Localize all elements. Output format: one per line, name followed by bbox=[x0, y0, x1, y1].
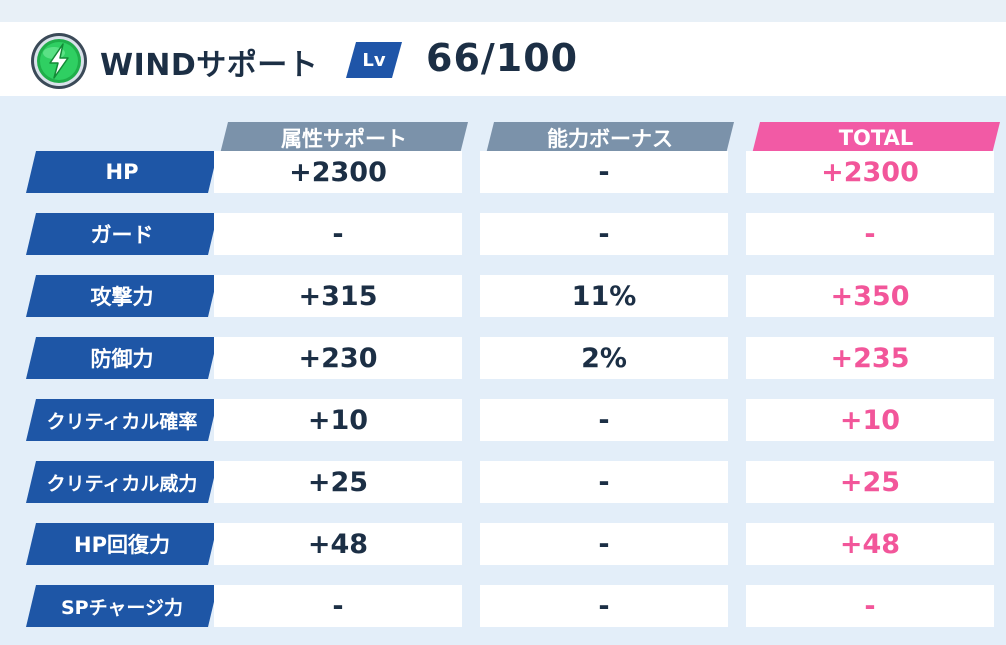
row-label: SPチャージ力 bbox=[26, 585, 218, 627]
table-row-crit-damage: クリティカル威力 +25 - +25 bbox=[0, 461, 1006, 505]
column-header-total: TOTAL bbox=[752, 122, 1000, 154]
row-label: 防御力 bbox=[26, 337, 218, 379]
total-value: +48 bbox=[746, 523, 994, 565]
bonus-value: - bbox=[480, 213, 728, 255]
level-badge: Lv bbox=[346, 42, 402, 78]
total-value: +2300 bbox=[746, 151, 994, 193]
table-row-defense: 防御力 +230 2% +235 bbox=[0, 337, 1006, 381]
attr-value: - bbox=[214, 213, 462, 255]
attr-value: +10 bbox=[214, 399, 462, 441]
wind-element-icon bbox=[30, 32, 88, 90]
bonus-value: 2% bbox=[480, 337, 728, 379]
row-label: ガード bbox=[26, 213, 218, 255]
row-label: 攻撃力 bbox=[26, 275, 218, 317]
table-row-crit-rate: クリティカル確率 +10 - +10 bbox=[0, 399, 1006, 443]
attr-value: - bbox=[214, 585, 462, 627]
table-row-guard: ガード - - - bbox=[0, 213, 1006, 257]
total-value: +10 bbox=[746, 399, 994, 441]
table-row-sp-charge: SPチャージ力 - - - bbox=[0, 585, 1006, 629]
column-header-attribute-support: 属性サポート bbox=[220, 122, 468, 154]
level-value: 66/100 bbox=[426, 36, 579, 80]
attr-value: +230 bbox=[214, 337, 462, 379]
header: WINDサポート Lv 66/100 bbox=[0, 22, 1006, 96]
row-label: クリティカル確率 bbox=[26, 399, 218, 441]
bonus-value: - bbox=[480, 585, 728, 627]
total-value: +25 bbox=[746, 461, 994, 503]
table-row-attack: 攻撃力 +315 11% +350 bbox=[0, 275, 1006, 319]
bonus-value: - bbox=[480, 399, 728, 441]
attr-value: +2300 bbox=[214, 151, 462, 193]
top-band bbox=[0, 0, 1006, 22]
total-value: +235 bbox=[746, 337, 994, 379]
row-label: HP bbox=[26, 151, 218, 193]
row-label: クリティカル威力 bbox=[26, 461, 218, 503]
row-label: HP回復力 bbox=[26, 523, 218, 565]
column-header-ability-bonus: 能力ボーナス bbox=[486, 122, 734, 154]
table-row-hp-recovery: HP回復力 +48 - +48 bbox=[0, 523, 1006, 567]
bonus-value: - bbox=[480, 461, 728, 503]
total-value: - bbox=[746, 213, 994, 255]
stats-panel: 属性サポート 能力ボーナス TOTAL HP +2300 - +2300 ガード… bbox=[0, 96, 1006, 645]
bonus-value: 11% bbox=[480, 275, 728, 317]
table-row-hp: HP +2300 - +2300 bbox=[0, 151, 1006, 195]
attr-value: +48 bbox=[214, 523, 462, 565]
total-value: - bbox=[746, 585, 994, 627]
page-title: WINDサポート bbox=[100, 48, 319, 83]
bonus-value: - bbox=[480, 151, 728, 193]
attr-value: +315 bbox=[214, 275, 462, 317]
bonus-value: - bbox=[480, 523, 728, 565]
total-value: +350 bbox=[746, 275, 994, 317]
attr-value: +25 bbox=[214, 461, 462, 503]
